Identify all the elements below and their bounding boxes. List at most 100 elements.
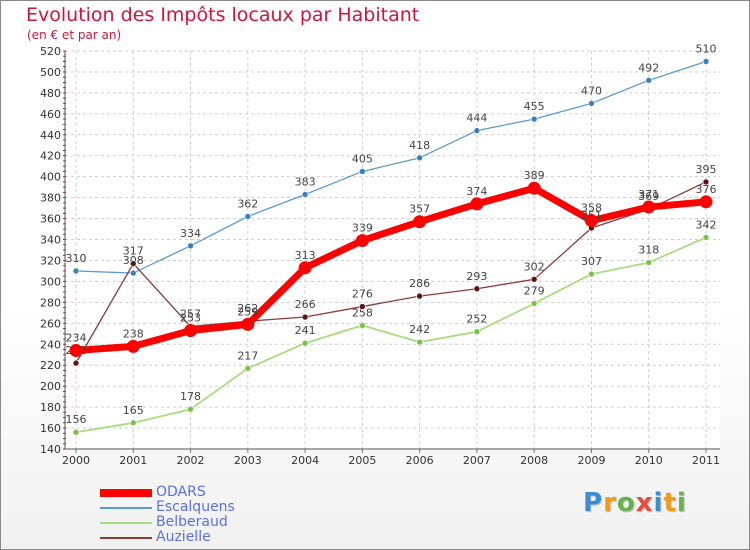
data-point-odars — [355, 234, 369, 248]
data-point-belberaud — [301, 339, 309, 347]
legend-swatch — [100, 537, 152, 539]
data-label-auzielle: 286 — [409, 277, 430, 290]
y-tick-label: 300 — [40, 275, 61, 288]
y-tick-label: 320 — [40, 254, 61, 267]
data-label-auzielle: 317 — [123, 245, 144, 258]
data-point-belberaud — [244, 365, 252, 372]
data-point-escalquens — [72, 267, 80, 275]
data-label-escalquens: 334 — [180, 227, 201, 240]
legend-swatch — [100, 489, 152, 497]
logo-letter: i — [676, 488, 687, 518]
legend-item-odars: ODARS — [100, 484, 300, 501]
data-label-escalquens: 383 — [295, 175, 316, 188]
data-point-auzielle — [702, 178, 710, 186]
data-point-belberaud — [473, 328, 481, 335]
data-label-auzielle: 266 — [295, 298, 316, 311]
data-label-odars: 376 — [696, 183, 717, 196]
y-tick-label: 260 — [40, 317, 61, 330]
data-label-odars: 259 — [237, 305, 258, 318]
data-point-escalquens — [702, 58, 710, 65]
data-label-belberaud: 252 — [466, 313, 487, 326]
data-label-auzielle: 276 — [352, 288, 373, 301]
data-point-auzielle — [301, 313, 309, 321]
data-point-belberaud — [359, 322, 366, 329]
data-label-auzielle: 262 — [237, 302, 258, 315]
legend-item-auzielle: Auzielle — [100, 529, 300, 546]
data-point-odars — [69, 344, 83, 358]
data-label-escalquens: 470 — [581, 84, 602, 97]
x-tick-label: 2004 — [291, 454, 319, 467]
y-tick-label: 500 — [40, 66, 61, 79]
legend-item-escalquens: Escalquens — [100, 499, 300, 516]
data-label-odars: 357 — [409, 203, 430, 216]
x-tick-label: 2005 — [348, 454, 376, 467]
data-label-belberaud: 156 — [66, 413, 87, 426]
data-point-escalquens — [187, 242, 194, 250]
y-tick-label: 280 — [40, 296, 61, 309]
data-label-auzielle: 369 — [638, 190, 659, 203]
data-label-odars: 253 — [180, 312, 201, 325]
data-point-belberaud — [530, 300, 538, 307]
data-point-escalquens — [244, 213, 252, 220]
chart-subtitle: (en € et par an) — [27, 28, 122, 42]
logo-letter: r — [603, 488, 617, 518]
data-point-belberaud — [72, 428, 80, 436]
data-point-escalquens — [359, 168, 366, 175]
data-point-odars — [413, 215, 427, 229]
data-label-belberaud: 178 — [180, 390, 201, 403]
proxiti-logo: Proxiti — [583, 488, 687, 518]
data-point-odars — [184, 324, 198, 338]
data-point-escalquens — [588, 100, 595, 107]
data-label-belberaud: 258 — [352, 306, 373, 319]
data-point-auzielle — [416, 292, 423, 300]
x-tick-label: 2001 — [119, 454, 147, 467]
data-point-odars — [241, 317, 255, 331]
data-point-odars — [642, 200, 656, 214]
data-label-odars: 313 — [295, 249, 316, 262]
data-point-escalquens — [645, 77, 653, 84]
x-tick-label: 2010 — [635, 454, 663, 467]
y-tick-label: 240 — [40, 338, 61, 351]
data-point-odars — [527, 181, 541, 195]
logo-letter: o — [616, 488, 636, 518]
data-point-odars — [584, 214, 598, 228]
data-point-auzielle — [72, 359, 80, 367]
data-label-odars: 234 — [66, 332, 87, 345]
legend-label: Belberaud — [156, 514, 228, 530]
data-point-escalquens — [473, 127, 481, 134]
y-tick-label: 140 — [40, 443, 61, 456]
y-tick-label: 340 — [40, 234, 61, 247]
legend-label: Escalquens — [156, 499, 235, 515]
data-label-escalquens: 405 — [352, 152, 373, 165]
legend-swatch — [100, 522, 152, 524]
legend-label: Auzielle — [156, 529, 211, 545]
logo-letter: i — [653, 488, 664, 518]
data-label-odars: 358 — [581, 202, 602, 215]
data-label-odars: 339 — [352, 222, 373, 235]
data-point-odars — [126, 339, 140, 353]
logo-letter: P — [583, 488, 604, 518]
data-label-escalquens: 310 — [66, 252, 87, 265]
data-point-belberaud — [702, 234, 710, 241]
x-tick-label: 2002 — [177, 454, 205, 467]
data-label-auzielle: 395 — [696, 163, 717, 176]
y-tick-label: 200 — [40, 380, 61, 393]
x-tick-label: 2008 — [520, 454, 548, 467]
data-point-auzielle — [359, 303, 366, 310]
data-point-escalquens — [129, 269, 137, 277]
data-label-escalquens: 444 — [466, 112, 487, 125]
data-point-belberaud — [129, 419, 137, 427]
y-tick-label: 400 — [40, 171, 61, 184]
x-tick-label: 2011 — [692, 454, 720, 467]
logo-letter: x — [635, 488, 654, 518]
y-tick-label: 380 — [40, 192, 61, 205]
series-line-odars — [72, 184, 710, 355]
y-tick-label: 180 — [40, 401, 61, 414]
data-label-odars: 371 — [638, 188, 659, 201]
y-tick-label: 480 — [40, 87, 61, 100]
data-label-belberaud: 307 — [581, 255, 602, 268]
y-tick-label: 360 — [40, 213, 61, 226]
logo-letter: t — [663, 488, 677, 518]
data-label-belberaud: 241 — [295, 324, 316, 337]
